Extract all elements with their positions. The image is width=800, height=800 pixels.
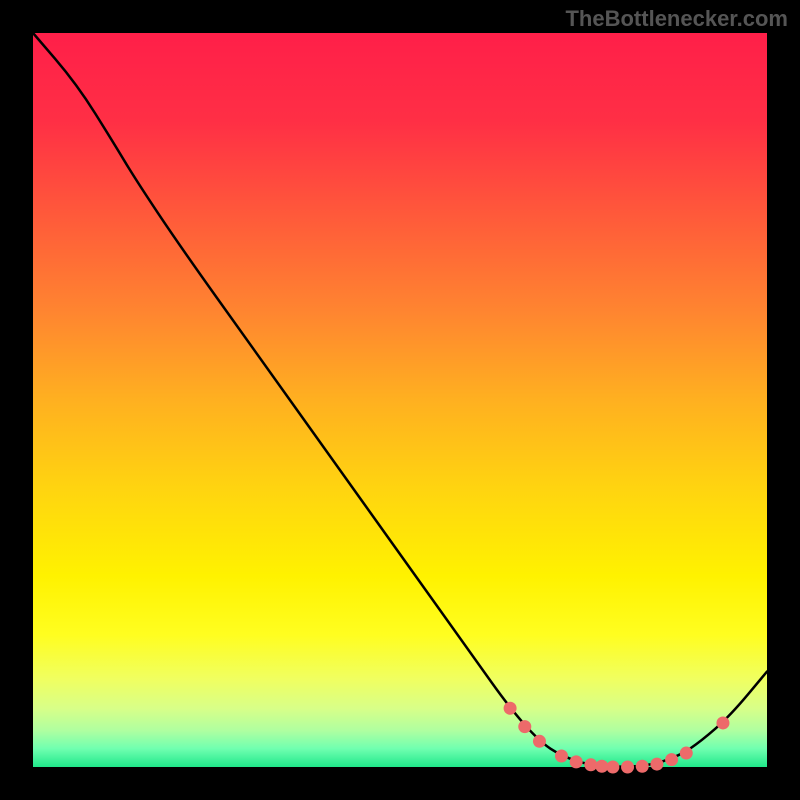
data-marker (570, 755, 583, 768)
data-marker (533, 735, 546, 748)
data-marker (555, 749, 568, 762)
data-marker (716, 716, 729, 729)
data-marker (504, 702, 517, 715)
plot-area (33, 33, 767, 767)
data-marker (595, 760, 608, 773)
attribution-watermark: TheBottlenecker.com (565, 6, 788, 32)
data-marker (650, 758, 663, 771)
data-marker (606, 761, 619, 774)
data-marker (636, 760, 649, 773)
data-marker (680, 747, 693, 760)
data-marker (518, 720, 531, 733)
curve-layer (33, 33, 767, 767)
data-marker (621, 761, 634, 774)
data-marker (665, 753, 678, 766)
data-marker (584, 758, 597, 771)
chart-container: TheBottlenecker.com (0, 0, 800, 800)
bottleneck-curve (33, 33, 767, 767)
